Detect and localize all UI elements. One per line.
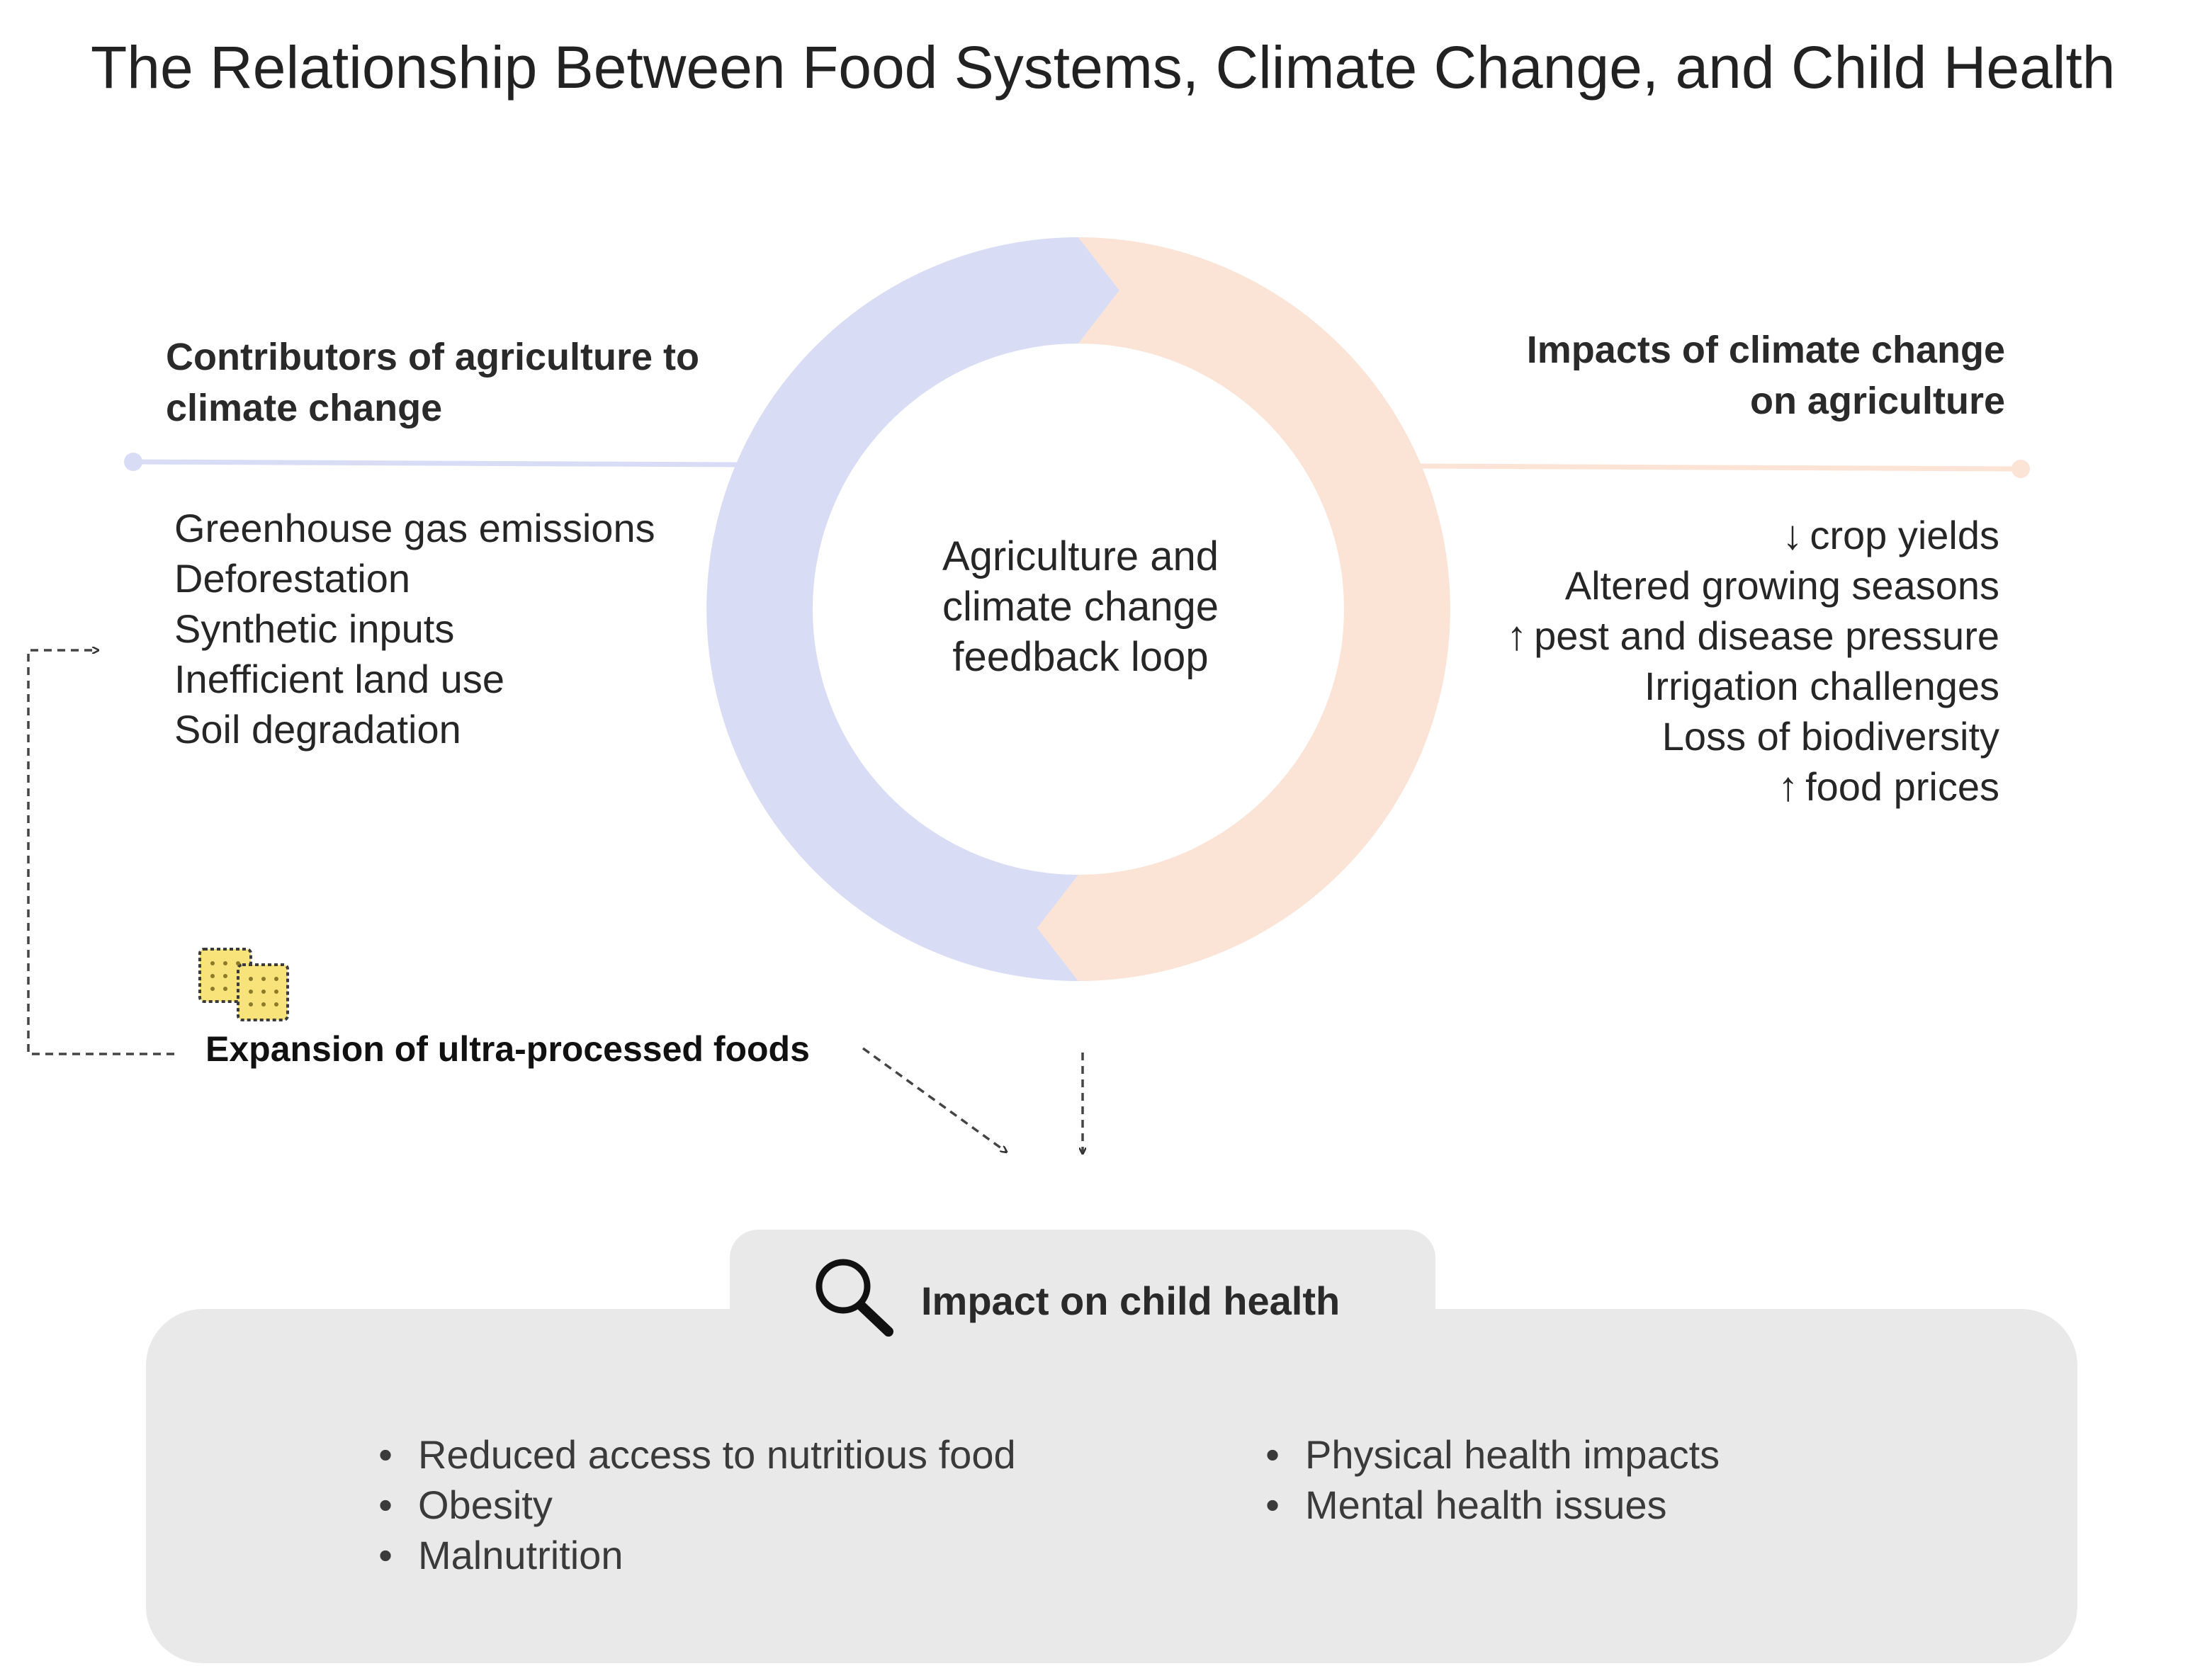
list-item: Irrigation challenges [1644, 664, 1999, 708]
list-item: Greenhouse gas emissions [174, 506, 655, 550]
health-impacts-list-left: • Reduced access to nutritious food • Obes… [371, 1429, 1151, 1580]
diagram-title: The Relationship Between Food Systems, C… [91, 34, 2116, 101]
impacts-list: ↓ crop yields Altered growing seasons ↑ pe… [1346, 510, 1999, 812]
feedback-loop-label: Agriculture and climate change feedback … [942, 533, 1219, 680]
list-item: Synthetic inputs [174, 606, 455, 651]
impacts-loop-arc [1037, 237, 1450, 981]
list-item: Altered growing seasons [1564, 563, 1999, 608]
contributors-heading: Contributors of agriculture to climate c… [166, 331, 803, 433]
list-item: • Mental health issues [1258, 1480, 1967, 1530]
arrow-up-icon: ↑ [1506, 613, 1528, 659]
impacts-heading-line1: Impacts of climate change [1526, 329, 2005, 371]
contributors-list: Greenhouse gas emissions Deforestation S… [174, 503, 741, 754]
contributors-heading-line1: Contributors of agriculture to [166, 336, 699, 378]
contributors-loop-arc [706, 237, 1119, 981]
list-item: • Reduced access to nutritious food [371, 1429, 1151, 1480]
impacts-heading: Impacts of climate change on agriculture [1297, 324, 2005, 426]
impacts-connector-line [1416, 463, 2021, 472]
upf-to-health-arrow [862, 1047, 1006, 1152]
feedback-dashed-arrow [27, 650, 174, 1055]
contributors-connector-dot [124, 453, 142, 471]
list-item: • Malnutrition [371, 1530, 1151, 1580]
list-item: ↑ food prices [1346, 761, 1999, 812]
list-item: Soil degradation [174, 707, 461, 752]
list-item: Loss of biodiversity [1661, 714, 1999, 759]
health-panel-title: Impact on child health [921, 1279, 1341, 1323]
arrow-down-icon: ↓ [1782, 512, 1803, 558]
bullet: • [378, 1432, 393, 1477]
list-item: Inefficient land use [174, 657, 504, 701]
arrow-up-icon: ↑ [1778, 764, 1799, 810]
health-panel [146, 1309, 2077, 1663]
magnifier-icon [816, 1259, 893, 1337]
contributors-connector-line [132, 459, 738, 467]
list-item: • Physical health impacts [1258, 1429, 1967, 1480]
health-impacts-list-right: • Physical health impacts • Mental health … [1258, 1429, 1967, 1530]
impacts-connector-dot [2011, 460, 2030, 478]
impacts-heading-line2: on agriculture [1749, 380, 2005, 422]
contributors-heading-line2: climate change [166, 387, 443, 429]
list-item: ↑ pest and disease pressure [1346, 611, 1999, 661]
bullet: • [378, 1483, 393, 1527]
list-item: Deforestation [174, 556, 411, 601]
ultra-processed-foods-label: Expansion of ultra-processed foods [205, 1029, 810, 1069]
bullet: • [1265, 1483, 1280, 1527]
bullet: • [1265, 1432, 1280, 1477]
list-item: ↓ crop yields [1346, 510, 1999, 560]
crackers-icon [198, 948, 289, 1021]
list-item: • Obesity [371, 1480, 1151, 1530]
bullet: • [378, 1533, 393, 1577]
